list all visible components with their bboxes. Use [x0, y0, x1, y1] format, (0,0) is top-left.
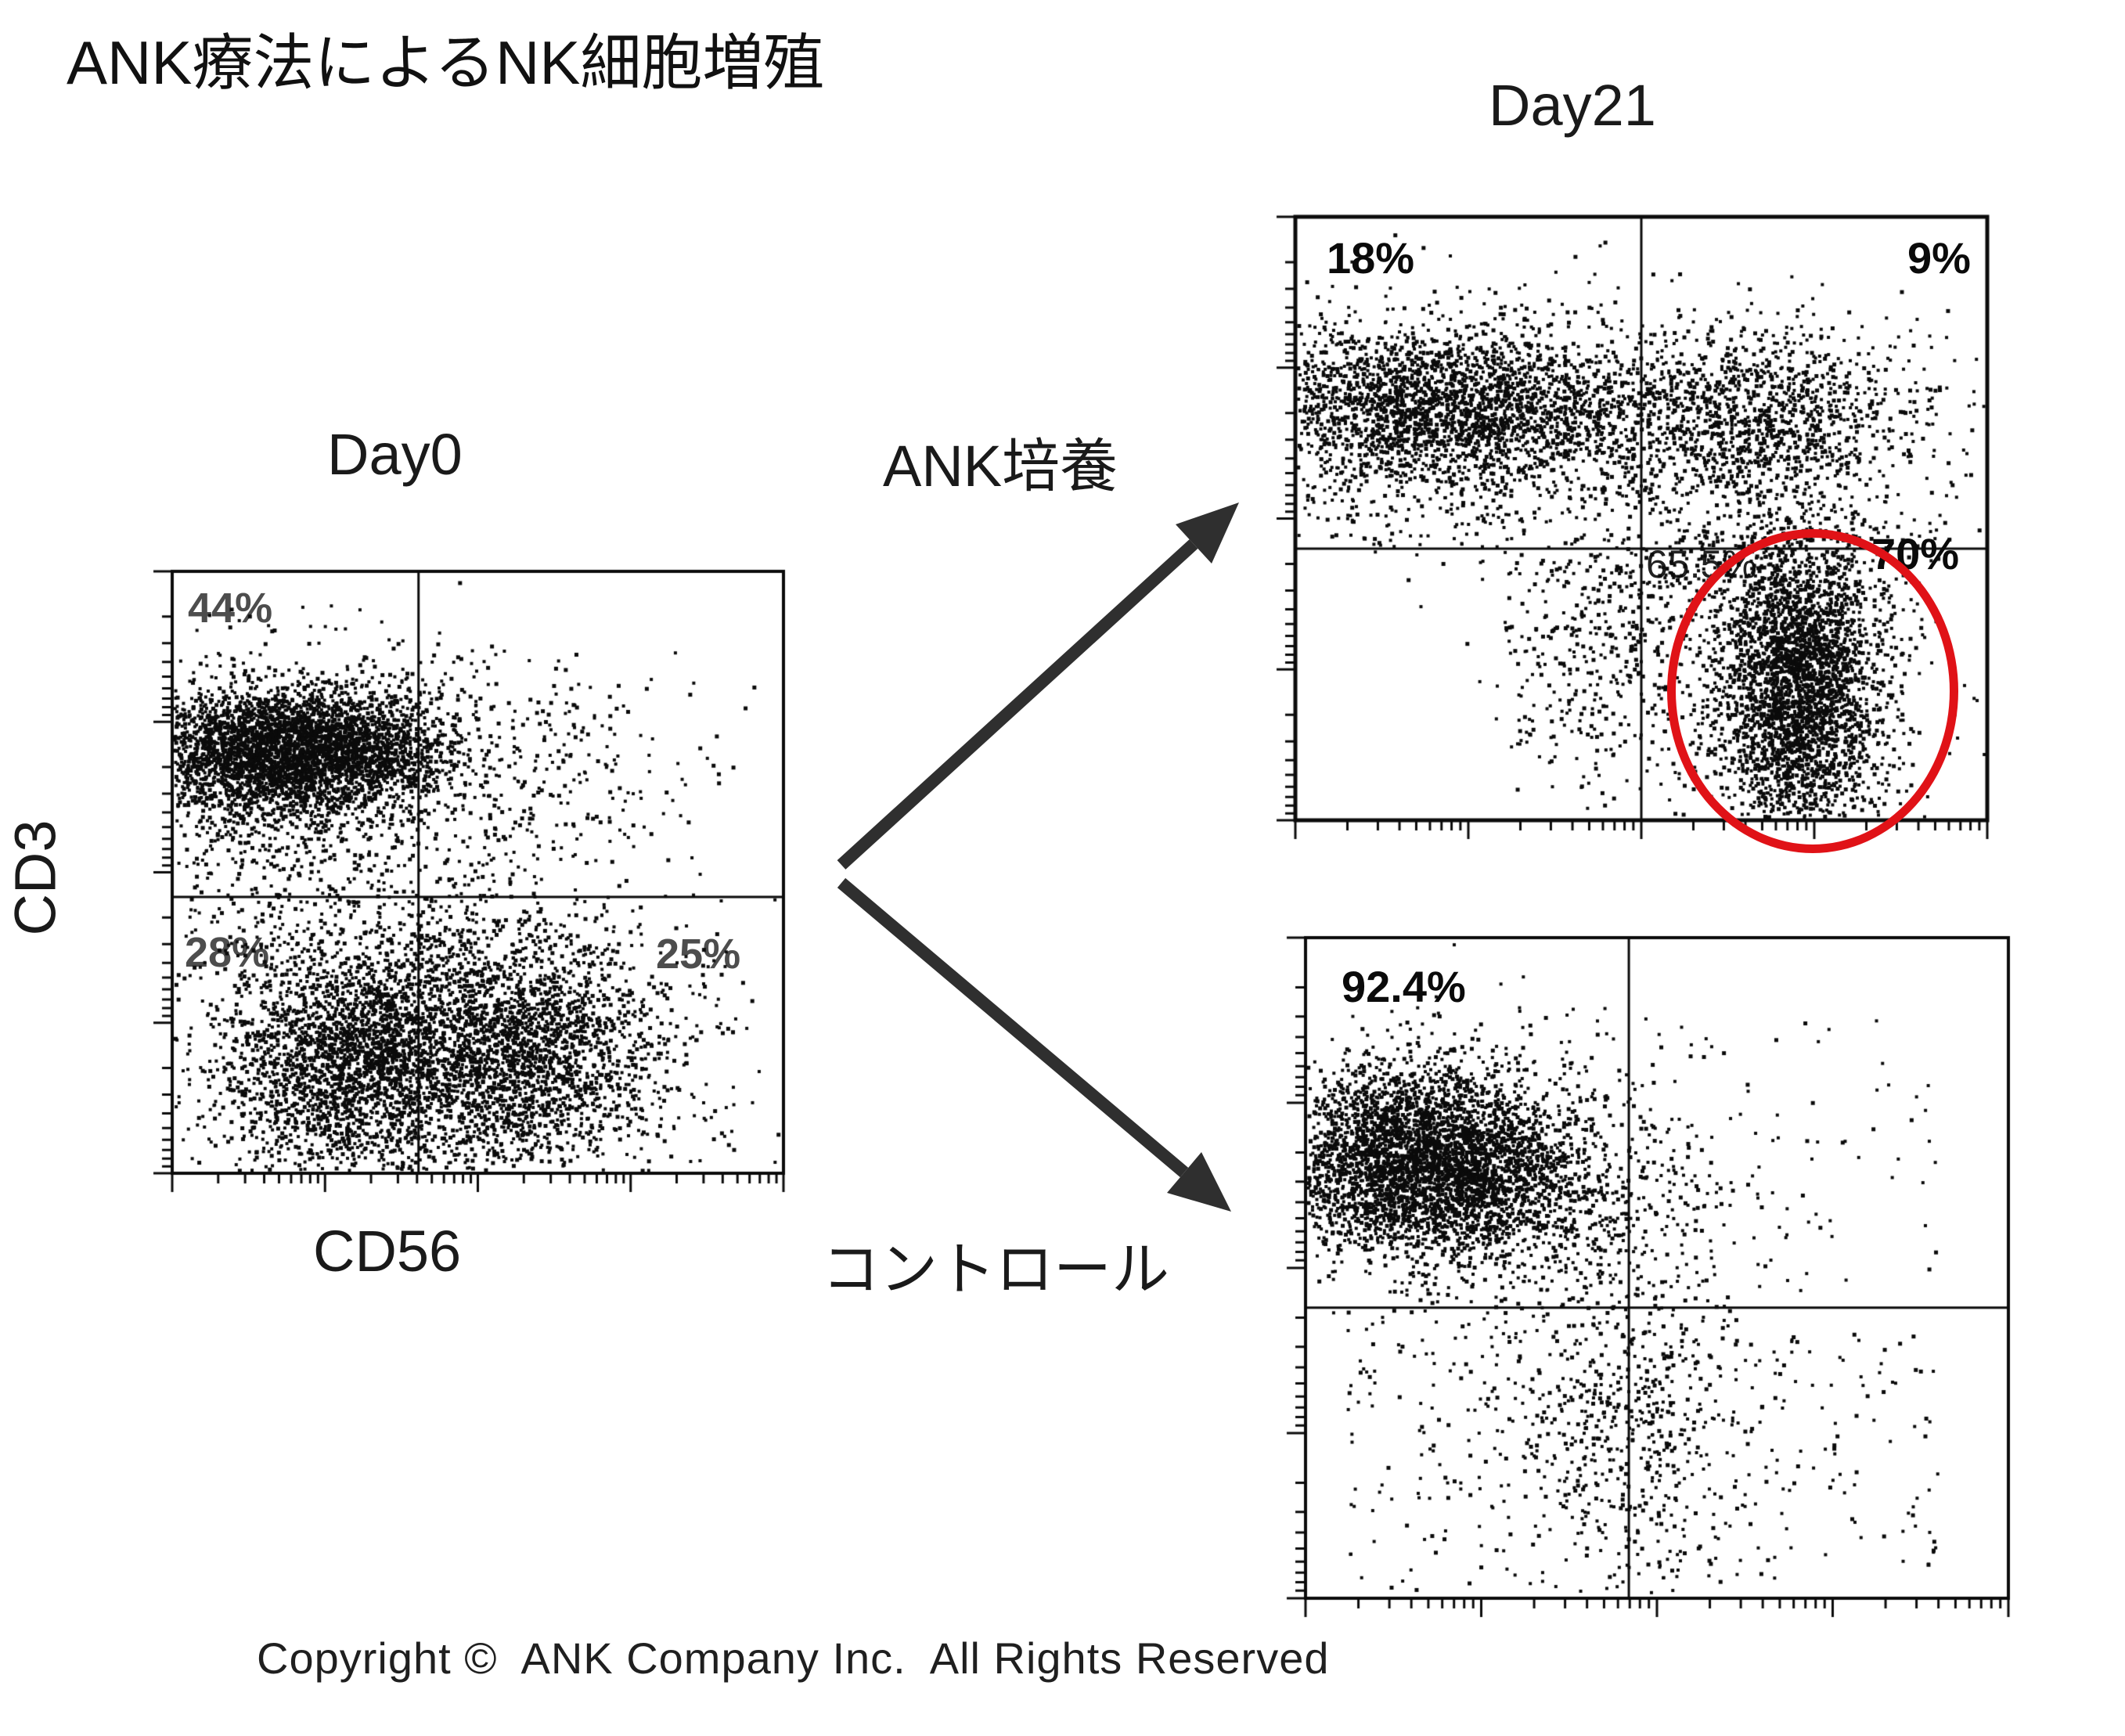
quadrant-label-9: 9%	[1907, 233, 1971, 283]
control-label: コントロール	[822, 1237, 1169, 1302]
day0-title: Day0	[327, 422, 463, 487]
x-axis-label-cd56: CD56	[313, 1219, 462, 1284]
control-scatter-plot: 92.4%	[1271, 935, 2013, 1633]
day0-scatter-canvas	[138, 568, 788, 1208]
day0-scatter-plot: 44% 28% 25%	[138, 568, 788, 1208]
control-arrow	[837, 877, 1231, 1212]
day21-title: Day21	[1489, 73, 1656, 138]
ank-arrow	[837, 502, 1239, 870]
copyright-footer: Copyright © ANK Company Inc. All Rights …	[257, 1633, 1330, 1683]
quadrant-label-92-4: 92.4%	[1342, 962, 1466, 1011]
y-axis-label-cd3: CD3	[2, 819, 68, 936]
nk-cluster-highlight-ellipse	[1667, 529, 1958, 853]
page-title: ANK療法によるNK細胞増殖	[67, 28, 825, 97]
control-scatter-canvas	[1271, 935, 2013, 1633]
ank-culture-label: ANK培養	[883, 434, 1118, 499]
ank-day21-scatter-plot: 65.5% 18% 9% 70%	[1261, 214, 1992, 855]
quadrant-label-18: 18%	[1327, 233, 1415, 283]
